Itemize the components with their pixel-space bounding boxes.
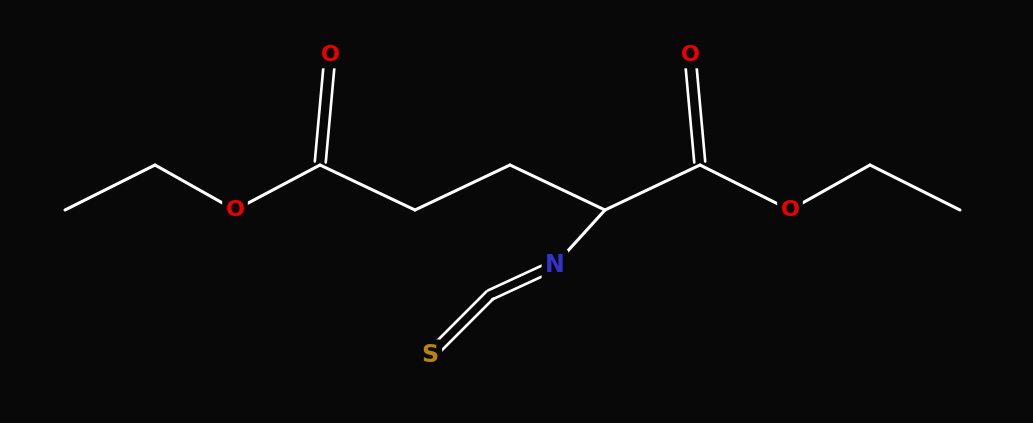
Text: S: S [421,343,439,367]
Text: O: O [681,45,699,65]
Text: O: O [225,200,245,220]
Text: O: O [320,45,340,65]
Text: O: O [781,200,800,220]
Text: N: N [545,253,565,277]
